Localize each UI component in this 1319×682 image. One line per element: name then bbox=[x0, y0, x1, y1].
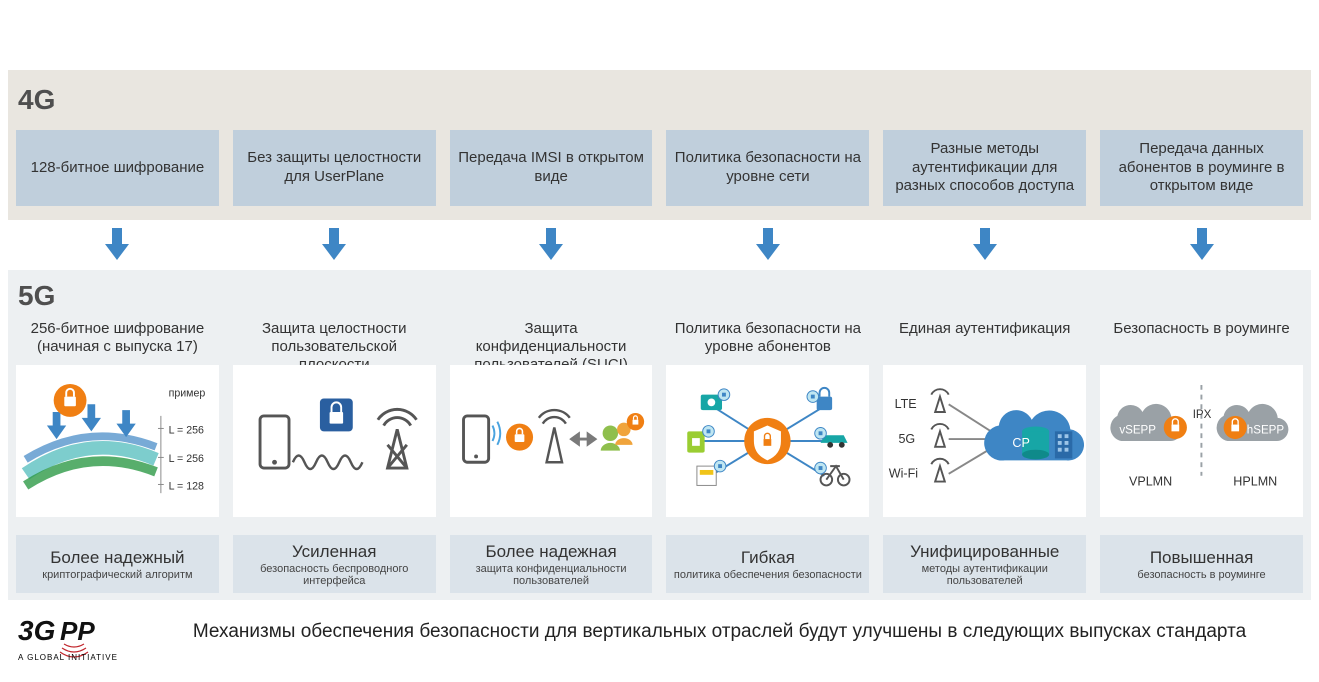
row-4g-boxes: 128-битное шифрование Без защиты целостн… bbox=[16, 130, 1303, 206]
illus-5: vSEPP hSEPP IPX VPLMN HPLMN bbox=[1100, 365, 1303, 517]
arrow-4 bbox=[883, 228, 1086, 262]
title-5g-1: Защита целостности пользовательской плос… bbox=[233, 320, 436, 364]
benefit-5-sub: безопасность в роуминге bbox=[1137, 569, 1265, 581]
footer-text: Механизмы обеспечения безопасности для в… bbox=[158, 620, 1281, 645]
illus4-5g: 5G bbox=[899, 432, 916, 446]
label-4g: 4G bbox=[18, 84, 55, 116]
benefit-3-sub: политика обеспечения безопасности bbox=[674, 569, 862, 581]
footer: 3G PP A GLOBAL INITIATIVE Механизмы обес… bbox=[8, 614, 1311, 674]
box-4g-5: Передача данных абонентов в роуминге в о… bbox=[1100, 130, 1303, 206]
row-5g-titles: 256-битное шифрование (начиная с выпуска… bbox=[16, 320, 1303, 364]
benefit-3: Гибкая политика обеспечения безопасности bbox=[666, 535, 869, 593]
benefit-0: Более надежный криптографический алгорит… bbox=[16, 535, 219, 593]
svg-text:3G: 3G bbox=[18, 615, 55, 646]
arrow-0 bbox=[16, 228, 219, 262]
benefit-1: Усиленная безопасность беспроводного инт… bbox=[233, 535, 436, 593]
arrow-3 bbox=[666, 228, 869, 262]
arrow-2 bbox=[450, 228, 653, 262]
title-5g-4: Единая аутентификация bbox=[883, 320, 1086, 364]
benefit-0-title: Более надежный bbox=[50, 548, 184, 568]
benefit-1-title: Усиленная bbox=[292, 542, 376, 562]
illus4-lte: LTE bbox=[895, 397, 917, 411]
arrow-row bbox=[16, 228, 1303, 262]
arrow-5 bbox=[1100, 228, 1303, 262]
benefit-2: Более надежная защита конфиденциальности… bbox=[450, 535, 653, 593]
illus0-l2: L = 128 bbox=[169, 480, 204, 492]
benefit-3-title: Гибкая bbox=[741, 548, 795, 568]
benefit-2-title: Более надежная bbox=[485, 542, 616, 562]
illus-4: LTE 5G Wi-Fi bbox=[883, 365, 1086, 517]
title-5g-5: Безопасность в роуминге bbox=[1100, 320, 1303, 364]
benefit-5-title: Повышенная bbox=[1150, 548, 1253, 568]
row-illustrations: пример L = 256 L = 256 L = 128 bbox=[16, 365, 1303, 517]
benefit-0-sub: криптографический алгоритм bbox=[42, 569, 192, 581]
illus4-cp: CP bbox=[1013, 436, 1030, 450]
box-4g-4: Разные методы аутентификации для разных … bbox=[883, 130, 1086, 206]
benefit-1-sub: безопасность беспроводного интерфейса bbox=[239, 563, 430, 587]
box-4g-2: Передача IMSI в открытом виде bbox=[450, 130, 653, 206]
label-5g: 5G bbox=[18, 280, 55, 312]
title-5g-3: Политика безопасности на уровне абоненто… bbox=[666, 320, 869, 364]
box-4g-0: 128-битное шифрование bbox=[16, 130, 219, 206]
illus-0: пример L = 256 L = 256 L = 128 bbox=[16, 365, 219, 517]
illus4-wifi: Wi-Fi bbox=[889, 467, 918, 481]
illus5-ipx: IPX bbox=[1193, 409, 1212, 421]
illus5-vplmn: VPLMN bbox=[1129, 474, 1172, 488]
benefit-4-title: Унифицированные bbox=[910, 542, 1059, 562]
illus5-vsepp: vSEPP bbox=[1119, 424, 1156, 436]
illus0-l1: L = 256 bbox=[169, 453, 204, 465]
infographic-canvas: 4G 5G 128-битное шифрование Без защиты ц… bbox=[0, 0, 1319, 682]
svg-text:PP: PP bbox=[60, 616, 95, 646]
title-5g-2: Защита конфиденциальности пользователей … bbox=[450, 320, 653, 364]
illus-1 bbox=[233, 365, 436, 517]
svg-text:A GLOBAL INITIATIVE: A GLOBAL INITIATIVE bbox=[18, 653, 118, 662]
illus0-example: пример bbox=[169, 388, 206, 400]
box-4g-3: Политика безопасности на уровне сети bbox=[666, 130, 869, 206]
illus0-l0: L = 256 bbox=[169, 424, 204, 436]
illus-2 bbox=[450, 365, 653, 517]
box-4g-1: Без защиты целостности для UserPlane bbox=[233, 130, 436, 206]
benefit-5: Повышенная безопасность в роуминге bbox=[1100, 535, 1303, 593]
illus5-hsepp: hSEPP bbox=[1247, 424, 1285, 436]
illus5-hplmn: HPLMN bbox=[1233, 474, 1277, 488]
row-benefits: Более надежный криптографический алгорит… bbox=[16, 535, 1303, 593]
benefit-2-sub: защита конфиденциальности пользователей bbox=[456, 563, 647, 587]
benefit-4: Унифицированные методы аутентификации по… bbox=[883, 535, 1086, 593]
arrow-1 bbox=[233, 228, 436, 262]
benefit-4-sub: методы аутентификации пользователей bbox=[889, 563, 1080, 587]
title-5g-0: 256-битное шифрование (начиная с выпуска… bbox=[16, 320, 219, 364]
illus-3 bbox=[666, 365, 869, 517]
logo-3gpp: 3G PP A GLOBAL INITIATIVE bbox=[18, 614, 138, 667]
